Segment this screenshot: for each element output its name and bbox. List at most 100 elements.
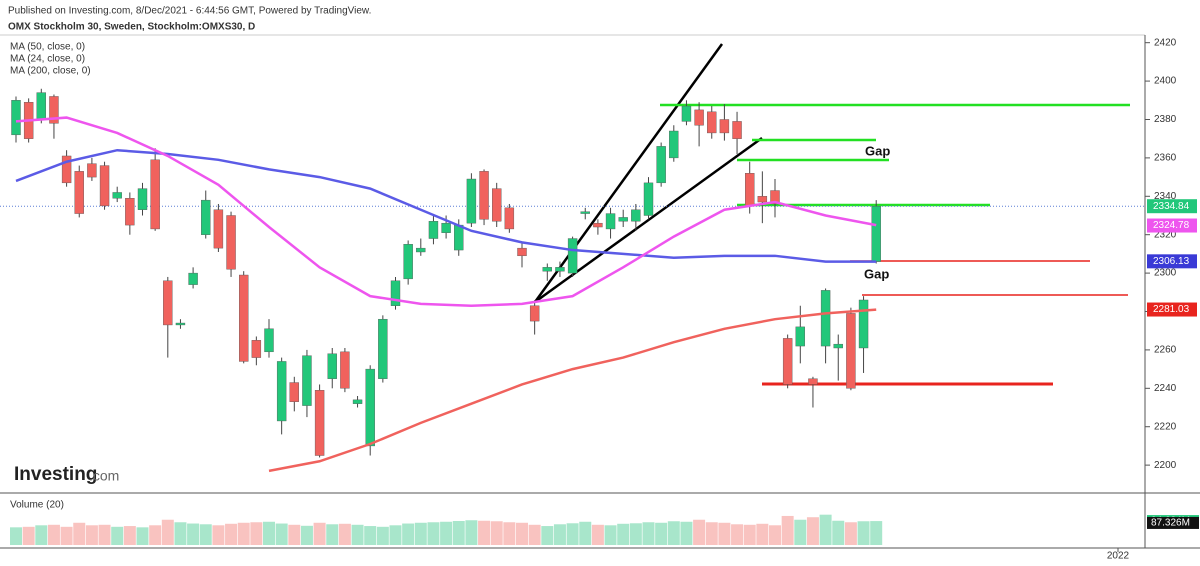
volume-bar (680, 521, 693, 545)
price-tag-label: 2324.78 (1153, 220, 1190, 231)
y-tick-label: 2420 (1154, 37, 1177, 48)
candle-body (238, 274, 249, 362)
candle-body (188, 272, 198, 285)
volume-bar (667, 521, 680, 545)
y-tick-label: 2320 (1154, 229, 1177, 240)
volume-bar (123, 526, 136, 545)
candle-body (795, 326, 805, 347)
volume-bar (427, 522, 440, 545)
volume-bar (212, 525, 225, 545)
y-tick-label: 2360 (1154, 153, 1177, 164)
candle-body (163, 280, 173, 326)
volume-bar (693, 519, 706, 545)
volume-bar (351, 524, 364, 545)
candle-body (74, 171, 84, 214)
price-tag-label: 2334.84 (1153, 201, 1190, 212)
volume-bar (275, 523, 288, 545)
volume-bar (300, 525, 313, 545)
volume-bar (832, 520, 845, 545)
volume-bar (111, 526, 124, 545)
candle-body (555, 267, 565, 272)
candle-body (314, 390, 325, 456)
candle-body (770, 190, 780, 205)
volume-bar (718, 522, 731, 545)
candle-body (745, 173, 755, 207)
candle-body (201, 199, 211, 235)
volume-bar (326, 524, 339, 545)
candle-body (846, 313, 856, 389)
candle-body (378, 318, 388, 379)
candle-body (289, 382, 299, 402)
volume-bar (478, 520, 491, 545)
volume-bar (857, 521, 870, 545)
y-tick-label: 2240 (1154, 383, 1177, 394)
price-tag (1147, 254, 1197, 269)
symbol: OMX Stockholm 30, Sweden, Stockholm:OMXS… (8, 22, 255, 33)
volume-bar (60, 526, 73, 545)
volume-bar (440, 521, 453, 545)
y-tick-label: 2400 (1154, 76, 1177, 87)
annotation: Gap (865, 143, 890, 158)
volume-bar (806, 517, 819, 545)
candle-body (340, 351, 350, 389)
candle-body (820, 290, 831, 347)
candle-body (49, 96, 59, 124)
volume-bar (516, 522, 528, 545)
volume-bar (541, 526, 554, 545)
candle-body (567, 238, 578, 274)
volume-bar (402, 523, 415, 545)
volume-bar (389, 525, 402, 545)
candle-body (11, 100, 21, 136)
candle-body (251, 340, 262, 358)
candle-body (833, 343, 843, 349)
candle-body (302, 355, 312, 406)
volume-bar (617, 523, 630, 545)
logo-suffix: .com (89, 468, 119, 484)
candle-body (719, 119, 730, 134)
candle-body (517, 247, 527, 257)
volume-bar (756, 523, 769, 545)
x-tick-label: 2022 (1107, 551, 1130, 562)
volume-bar (566, 523, 579, 545)
volume-bar (655, 522, 668, 545)
volume-bar (604, 525, 617, 545)
candle-body (618, 217, 628, 222)
candle-body (605, 213, 616, 230)
volume-bar (503, 522, 516, 545)
logo: Investing .com (14, 464, 119, 485)
volume-bar (338, 523, 351, 545)
volume-bar (465, 520, 478, 545)
volume-bar (376, 526, 389, 545)
volume-bar (743, 524, 756, 545)
candle-body (871, 206, 881, 262)
volume-bar (225, 523, 238, 545)
volume-bar (22, 526, 35, 545)
candle-body (327, 353, 337, 379)
volume-bar (250, 522, 263, 545)
candle-body (479, 171, 489, 220)
candle-body (87, 163, 97, 178)
legend-entry: MA (24, close, 0) (10, 54, 85, 65)
volume-bar (731, 524, 744, 545)
candle-body (858, 299, 869, 349)
y-tick-label: 2340 (1154, 191, 1177, 202)
candle-body (226, 215, 236, 270)
volume-bar (642, 522, 655, 545)
price-tag-label: 2306.13 (1153, 256, 1190, 267)
y-tick-label: 2300 (1154, 268, 1177, 279)
candle-body (403, 244, 413, 280)
volume-tag (1147, 516, 1199, 529)
volume-bar (579, 521, 592, 545)
candle-body (631, 209, 641, 222)
legend-entry: MA (50, close, 0) (10, 42, 85, 53)
volume-bar (288, 524, 301, 545)
volume-bar (553, 524, 566, 545)
candle-body (352, 399, 363, 404)
candle-body (175, 322, 186, 326)
candle-body (757, 196, 768, 203)
candle-body (593, 222, 603, 228)
y-tick-label: 2260 (1154, 345, 1177, 356)
volume-bar (98, 524, 111, 545)
volume-bar (870, 521, 883, 545)
